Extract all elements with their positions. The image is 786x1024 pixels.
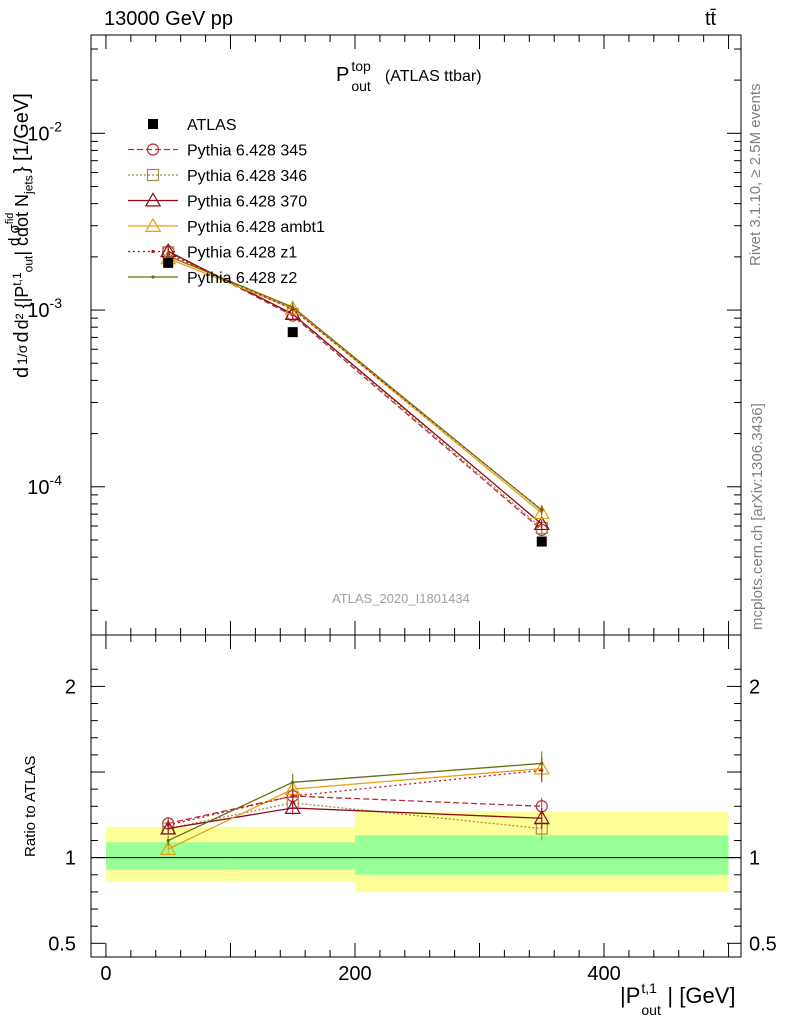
axes-ticks: 10-210-310-40.5 0.51 12 20 200 400 xyxy=(27,35,777,985)
marker-triangle xyxy=(533,515,550,531)
marker-dot xyxy=(540,508,544,513)
y-ticklabel-ratio-right: 2 xyxy=(749,676,760,698)
x-axis-label: |P t,1 out | [GeV] xyxy=(620,980,736,1018)
band-inner xyxy=(230,842,355,870)
series-line-py346 xyxy=(167,251,543,529)
marker-dot xyxy=(291,780,295,784)
marker-dot xyxy=(291,794,295,798)
legend-label-atlas: ATLAS xyxy=(187,117,237,134)
title-rest: (ATLAS ttbar) xyxy=(384,68,482,85)
y-ticklabel-exponent: -2 xyxy=(50,118,63,134)
marker-square-open xyxy=(146,168,160,182)
marker-dot xyxy=(166,838,170,843)
energy-label: 13000 GeV pp xyxy=(104,8,233,30)
legend-label-py370: Pythia 6.428 370 xyxy=(187,194,307,211)
legend: ATLAS Pythia 6.428 345 Pythia 6.428 346 Pyt… xyxy=(128,117,325,287)
marker-triangle xyxy=(533,809,550,825)
series-line-py345 xyxy=(167,250,543,531)
y-axis-label-ratio: Ratio to ATLAS xyxy=(22,755,39,857)
marker-square xyxy=(163,257,174,268)
ratio-series xyxy=(160,751,550,856)
y-ticklabel-ratio: 0.5 xyxy=(48,933,76,955)
series-line-ambt1 xyxy=(167,257,543,514)
series-line-z1 xyxy=(167,253,543,511)
y-ticklabel-ratio: 1 xyxy=(65,848,76,870)
marker-dot xyxy=(151,275,155,279)
x-ticklabel: 400 xyxy=(587,963,620,985)
marker-dot xyxy=(291,305,295,309)
marker-square xyxy=(536,536,547,547)
marker-dot xyxy=(151,249,155,254)
y-ticklabel-exponent: -3 xyxy=(50,295,63,311)
marker-square xyxy=(148,119,158,129)
title-sup: top xyxy=(351,58,371,74)
process-label: tt̄ xyxy=(705,8,717,30)
y-ticklabel-ratio-right: 0.5 xyxy=(749,933,777,955)
title-sub: out xyxy=(351,78,371,94)
marker-triangle xyxy=(533,504,550,520)
main-series xyxy=(160,242,550,547)
y-ticklabel-main: 10-4 xyxy=(27,472,62,499)
legend-label-ambt1: Pythia 6.428 ambt1 xyxy=(187,219,325,236)
mcplots-label: mcplots.cern.ch [arXiv:1306.3436] xyxy=(749,403,766,630)
legend-label-z1: Pythia 6.428 z1 xyxy=(187,245,297,262)
marker-triangle xyxy=(160,840,177,856)
series-line-z2 xyxy=(167,255,543,511)
y-ticklabel-ratio-right: 1 xyxy=(749,848,760,870)
marker-circle xyxy=(146,143,160,156)
marker-triangle xyxy=(284,799,301,814)
ratio-frame xyxy=(90,634,742,958)
marker-triangle xyxy=(144,217,162,232)
y-ticklabel-ratio: 2 xyxy=(65,676,76,698)
marker-triangle xyxy=(284,305,301,320)
marker-dot xyxy=(166,823,170,827)
ratio-bands xyxy=(91,811,741,892)
band-inner xyxy=(354,835,729,875)
x-ticklabel: 200 xyxy=(338,963,371,985)
marker-triangle xyxy=(284,300,301,315)
y-ticklabel-exponent: -4 xyxy=(50,472,63,488)
x-ticklabel: 0 xyxy=(100,963,111,985)
y-axis-label-dsig: d σfid xyxy=(4,212,23,246)
marker-dot xyxy=(540,761,544,766)
title-symbol: P xyxy=(336,64,350,86)
rivet-label: Rivet 3.1.10, ≥ 2.5M events xyxy=(747,83,764,267)
marker-triangle xyxy=(144,192,162,207)
legend-label-py346: Pythia 6.428 346 xyxy=(187,168,307,185)
marker-triangle xyxy=(160,820,177,835)
legend-label-py345: Pythia 6.428 345 xyxy=(187,143,307,160)
series-line-py370 xyxy=(167,250,543,525)
marker-dot xyxy=(166,254,170,258)
marker-square xyxy=(287,327,298,338)
analysis-id: ATLAS_2020_I1801434 xyxy=(332,591,470,606)
legend-label-z2: Pythia 6.428 z2 xyxy=(187,270,297,287)
